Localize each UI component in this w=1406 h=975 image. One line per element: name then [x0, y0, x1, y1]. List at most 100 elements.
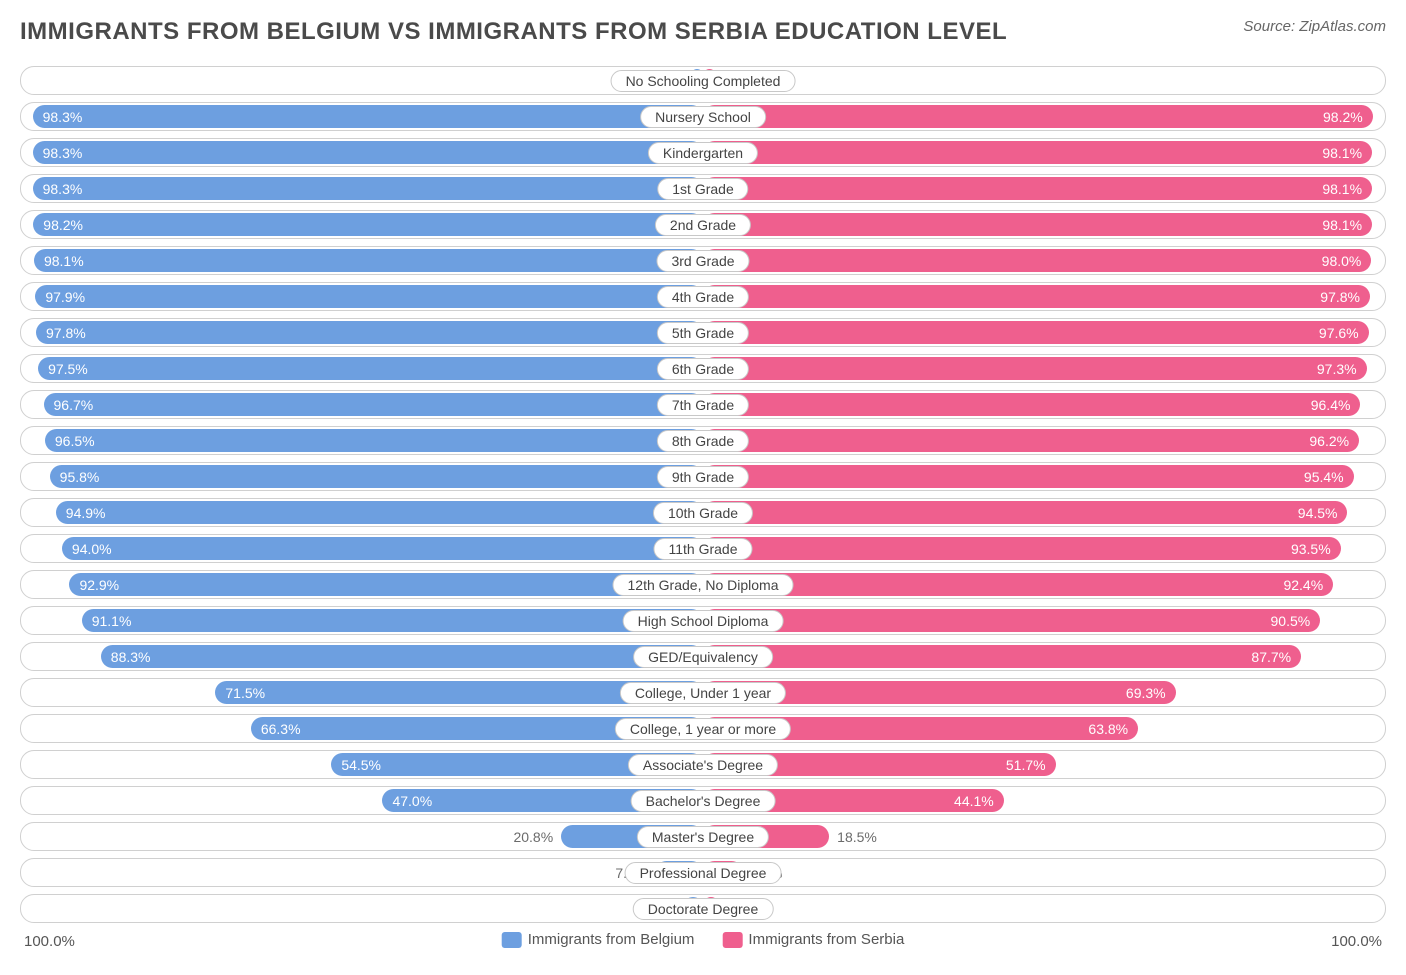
category-label: 7th Grade: [657, 394, 749, 416]
bar-belgium: 96.7%: [44, 393, 703, 416]
category-label: High School Diploma: [623, 610, 784, 632]
value-belgium: 95.8%: [60, 470, 100, 484]
chart-row: 96.7% 96.4% 7th Grade: [20, 390, 1386, 419]
value-belgium: 98.2%: [43, 218, 83, 232]
bar-belgium: 98.3%: [33, 141, 703, 164]
value-belgium: 66.3%: [261, 722, 301, 736]
chart-row: 94.9%94.5%10th Grade: [20, 498, 1386, 527]
category-label: 4th Grade: [657, 286, 749, 308]
legend-label-serbia: Immigrants from Serbia: [748, 931, 904, 948]
value-serbia: 90.5%: [1271, 614, 1311, 628]
value-serbia: 96.4%: [1311, 398, 1351, 412]
chart-row: 71.5% 69.3% College, Under 1 year: [20, 678, 1386, 707]
chart-container: IMMIGRANTS FROM BELGIUM VS IMMIGRANTS FR…: [0, 0, 1406, 975]
value-serbia: 69.3%: [1126, 686, 1166, 700]
value-serbia: 51.7%: [1006, 758, 1046, 772]
value-belgium: 97.8%: [46, 326, 86, 340]
value-belgium: 88.3%: [111, 650, 151, 664]
value-serbia: 97.8%: [1320, 290, 1360, 304]
category-label: Professional Degree: [625, 862, 782, 884]
category-label: 1st Grade: [657, 178, 748, 200]
legend: Immigrants from Belgium Immigrants from …: [502, 931, 905, 948]
axis-max-right: 100.0%: [1331, 933, 1382, 950]
value-serbia: 93.5%: [1291, 542, 1331, 556]
chart-row: 54.5% 51.7% Associate's Degree: [20, 750, 1386, 779]
source-name: ZipAtlas.com: [1299, 18, 1386, 35]
value-belgium: 47.0%: [392, 794, 432, 808]
value-serbia: 63.8%: [1088, 722, 1128, 736]
category-label: No Schooling Completed: [611, 70, 796, 92]
footer: 100.0% Immigrants from Belgium Immigrant…: [20, 931, 1386, 955]
bar-serbia: 98.0%: [703, 249, 1371, 272]
value-belgium: 98.3%: [43, 146, 83, 160]
bar-serbia: 92.4%: [703, 573, 1333, 596]
chart-row: 98.3%98.1%1st Grade: [20, 174, 1386, 203]
bar-belgium: 97.9%: [35, 285, 703, 308]
category-label: College, 1 year or more: [615, 718, 791, 740]
value-belgium: 91.1%: [92, 614, 132, 628]
bar-serbia: 93.5%: [703, 537, 1341, 560]
legend-item-serbia: Immigrants from Serbia: [722, 931, 904, 948]
rows: 1.7%1.9%No Schooling Completed98.3%98.2%…: [20, 66, 1386, 923]
value-belgium: 96.5%: [55, 434, 95, 448]
value-belgium: 71.5%: [225, 686, 265, 700]
value-serbia: 94.5%: [1298, 506, 1338, 520]
bar-belgium: 88.3%: [101, 645, 703, 668]
value-serbia: 87.7%: [1251, 650, 1291, 664]
legend-label-belgium: Immigrants from Belgium: [528, 931, 695, 948]
chart-row: 98.3% 98.1% Kindergarten: [20, 138, 1386, 167]
value-serbia: 95.4%: [1304, 470, 1344, 484]
category-label: 11th Grade: [653, 538, 752, 560]
value-serbia: 92.4%: [1283, 578, 1323, 592]
swatch-serbia-icon: [722, 932, 742, 948]
value-belgium: 92.9%: [79, 578, 119, 592]
chart-row: 1.7%1.9%No Schooling Completed: [20, 66, 1386, 95]
category-label: 12th Grade, No Diploma: [613, 574, 794, 596]
bar-serbia: 98.1%: [703, 213, 1372, 236]
bar-serbia: 97.3%: [703, 357, 1367, 380]
category-label: 8th Grade: [657, 430, 749, 452]
source-label: Source:: [1243, 18, 1295, 35]
bar-serbia: 98.2%: [703, 105, 1373, 128]
bar-belgium: 91.1%: [82, 609, 703, 632]
value-belgium: 94.9%: [66, 506, 106, 520]
bar-serbia: 97.6%: [703, 321, 1369, 344]
header: IMMIGRANTS FROM BELGIUM VS IMMIGRANTS FR…: [20, 18, 1386, 46]
bar-serbia: 98.1%: [703, 177, 1372, 200]
chart-row: 66.3% 63.8% College, 1 year or more: [20, 714, 1386, 743]
bar-serbia: 95.4%: [703, 465, 1354, 488]
value-belgium: 98.1%: [44, 254, 84, 268]
chart-row: 94.0% 93.5% 11th Grade: [20, 534, 1386, 563]
chart-row: 97.8%97.6%5th Grade: [20, 318, 1386, 347]
bar-belgium: 94.0%: [62, 537, 703, 560]
value-serbia: 98.0%: [1322, 254, 1362, 268]
chart-title: IMMIGRANTS FROM BELGIUM VS IMMIGRANTS FR…: [20, 18, 1007, 46]
bar-belgium: 97.5%: [38, 357, 703, 380]
chart-row: 88.3%87.7%GED/Equivalency: [20, 642, 1386, 671]
bar-serbia: 97.8%: [703, 285, 1370, 308]
value-belgium: 94.0%: [72, 542, 112, 556]
bar-belgium: 92.9%: [69, 573, 703, 596]
category-label: Associate's Degree: [628, 754, 778, 776]
bar-serbia: 90.5%: [703, 609, 1320, 632]
swatch-belgium-icon: [502, 932, 522, 948]
value-serbia: 98.1%: [1322, 218, 1362, 232]
value-serbia: 18.5%: [837, 830, 877, 844]
category-label: Kindergarten: [648, 142, 758, 164]
category-label: 9th Grade: [657, 466, 749, 488]
chart-row: 97.9% 97.8% 4th Grade: [20, 282, 1386, 311]
chart-row: 98.2%98.1%2nd Grade: [20, 210, 1386, 239]
chart-row: 96.5%96.2%8th Grade: [20, 426, 1386, 455]
category-label: Bachelor's Degree: [631, 790, 776, 812]
chart-row: 97.5%97.3%6th Grade: [20, 354, 1386, 383]
chart-row: 91.1% 90.5% High School Diploma: [20, 606, 1386, 635]
chart-row: 47.0%44.1%Bachelor's Degree: [20, 786, 1386, 815]
value-serbia: 98.1%: [1322, 146, 1362, 160]
bar-serbia: 98.1%: [703, 141, 1372, 164]
bar-belgium: 94.9%: [56, 501, 703, 524]
category-label: Nursery School: [640, 106, 766, 128]
category-label: College, Under 1 year: [620, 682, 786, 704]
value-belgium: 54.5%: [341, 758, 381, 772]
bar-belgium: 98.3%: [33, 105, 703, 128]
chart-row: 20.8%18.5%Master's Degree: [20, 822, 1386, 851]
